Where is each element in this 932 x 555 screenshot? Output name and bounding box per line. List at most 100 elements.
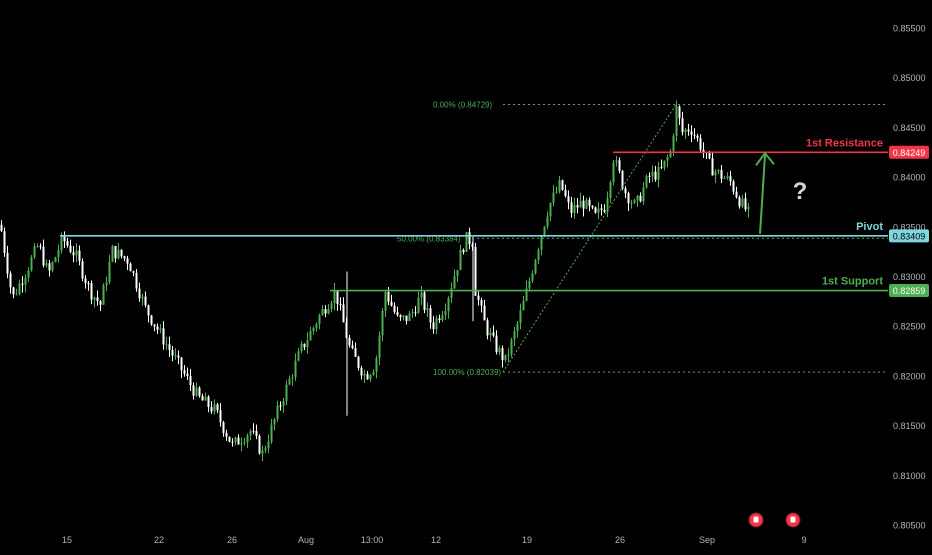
y-tick-label: 0.81500 (893, 421, 926, 431)
candle-body (282, 401, 285, 407)
candle-body (342, 304, 345, 323)
candle-body (18, 283, 21, 295)
candle-body (204, 396, 207, 401)
y-tick-label: 0.85000 (893, 73, 926, 83)
candle-body (96, 297, 99, 302)
candle-body (48, 263, 51, 271)
candle-body (528, 280, 531, 289)
candle-body (255, 430, 258, 436)
x-tick-label: Sep (699, 535, 715, 545)
candle-body (543, 226, 546, 236)
candle-body (699, 138, 702, 150)
candle-body (666, 157, 669, 161)
x-tick-label: Aug (298, 535, 314, 545)
candle-body (81, 260, 84, 279)
y-tick-label: 0.84000 (893, 173, 926, 183)
candle-body (312, 327, 315, 332)
candle-body (303, 343, 306, 348)
candle-body (516, 323, 519, 332)
candle-body (396, 312, 399, 316)
candle-body (21, 283, 24, 285)
fib-level-label: 50.00% (0.83384) (397, 234, 461, 243)
candle-body (714, 171, 717, 176)
candle-body (747, 206, 750, 210)
candle-body (132, 271, 135, 273)
candle-body (684, 129, 687, 133)
x-tick-label: 15 (62, 535, 72, 545)
candle-body (732, 181, 735, 192)
candle-body (420, 292, 423, 298)
candle-body (111, 246, 114, 262)
candle-body (141, 296, 144, 299)
candle-body (87, 283, 90, 285)
candle-body (531, 273, 534, 281)
event-marker-glyph (790, 516, 796, 523)
candle-body (669, 151, 672, 158)
level-price-label: 0.83409 (893, 231, 926, 241)
candle-body (495, 335, 498, 353)
candle-body (414, 312, 417, 314)
candle-body (558, 180, 561, 192)
candle-body (357, 356, 360, 368)
candle-body (639, 195, 642, 202)
candle-body (450, 288, 453, 299)
candle-body (384, 291, 387, 311)
candle-body (525, 288, 528, 301)
forecast-arrow (759, 155, 766, 234)
candle-body (468, 232, 471, 245)
candle-body (477, 295, 480, 301)
candle-body (72, 252, 75, 256)
x-tick-label: 26 (227, 535, 237, 545)
candle-body (9, 273, 12, 288)
candle-body (27, 270, 30, 278)
candle-body (597, 208, 600, 213)
candle-body (117, 249, 120, 259)
candle-body (318, 315, 321, 325)
candle-body (510, 339, 513, 355)
candle-body (441, 315, 444, 321)
candle-body (330, 303, 333, 309)
candle-body (657, 166, 660, 180)
candle-body (216, 404, 219, 411)
candle-body (348, 337, 351, 346)
candle-body (378, 335, 381, 358)
candle-body (252, 430, 255, 432)
candle-body (432, 322, 435, 330)
y-tick-label: 0.83000 (893, 272, 926, 282)
candle-body (45, 263, 48, 266)
candle-body (696, 135, 699, 139)
candle-body (279, 405, 282, 407)
candle-body (15, 294, 18, 296)
candle-body (735, 191, 738, 198)
candle-body (744, 198, 747, 210)
candle-body (678, 106, 681, 119)
candle-body (213, 404, 216, 412)
candle-body (603, 210, 606, 212)
candle-body (240, 443, 243, 445)
candle-body (405, 315, 408, 321)
candle-body (549, 202, 552, 217)
fib-trend-line (502, 104, 677, 373)
candle-body (426, 308, 429, 311)
candle-body (375, 357, 378, 372)
candle-body (147, 305, 150, 316)
candle-body (381, 310, 384, 336)
candle-body (453, 276, 456, 289)
candle-body (276, 405, 279, 420)
candle-body (195, 387, 198, 396)
candle-body (546, 216, 549, 227)
candle-body (522, 300, 525, 311)
candle-body (150, 315, 153, 325)
candle-body (159, 328, 162, 330)
candle-body (651, 171, 654, 177)
level-price-label: 0.82859 (893, 286, 926, 296)
candle-body (30, 257, 33, 271)
candle-body (564, 189, 567, 197)
y-tick-label: 0.82500 (893, 322, 926, 332)
candle-body (474, 246, 477, 296)
candle-body (423, 292, 426, 311)
candle-body (675, 106, 678, 136)
candle-body (369, 374, 372, 380)
